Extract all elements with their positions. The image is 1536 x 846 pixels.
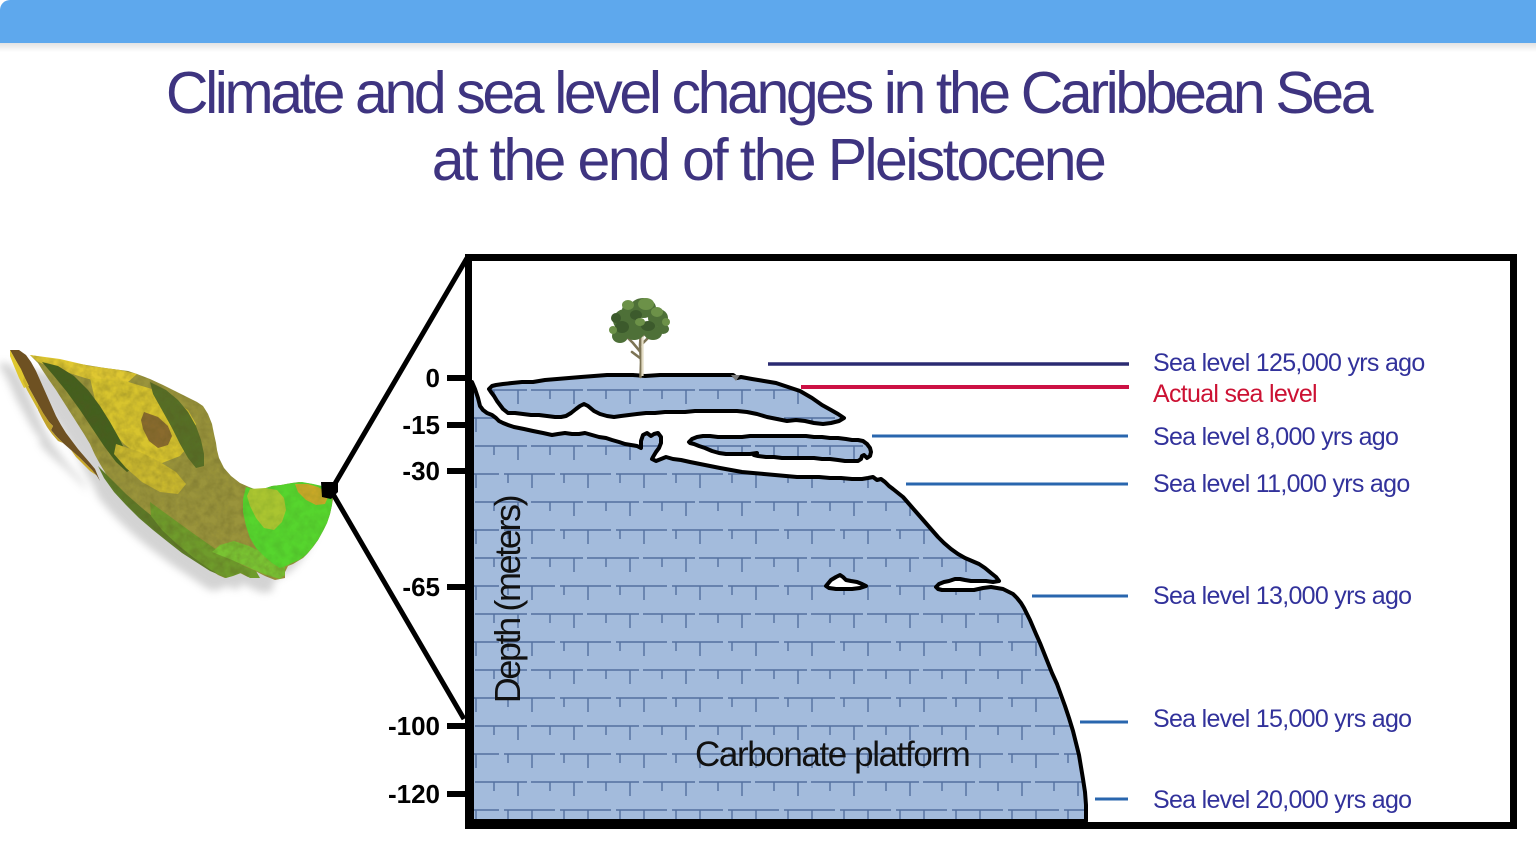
svg-text:-30: -30 (402, 456, 440, 486)
svg-text:-65: -65 (402, 572, 440, 602)
svg-text:-15: -15 (402, 410, 440, 440)
svg-text:-120: -120 (388, 779, 440, 809)
svg-text:Carbonate platform: Carbonate platform (695, 735, 969, 774)
svg-text:Sea level 20,000 yrs ago: Sea level 20,000 yrs ago (1153, 786, 1411, 814)
svg-text:at the end of the Pleistocene: at the end of the Pleistocene (432, 127, 1105, 193)
svg-text:Sea level 11,000 yrs ago: Sea level 11,000 yrs ago (1153, 470, 1410, 498)
svg-text:Sea level 8,000 yrs ago: Sea level 8,000 yrs ago (1153, 423, 1398, 451)
svg-text:Depth (meters): Depth (meters) (487, 496, 528, 703)
svg-text:Sea level 13,000 yrs ago: Sea level 13,000 yrs ago (1153, 582, 1411, 610)
svg-text:Actual sea level: Actual sea level (1153, 380, 1317, 408)
svg-text:-100: -100 (388, 711, 440, 741)
svg-text:Sea level 125,000 yrs ago: Sea level 125,000 yrs ago (1153, 349, 1425, 377)
svg-text:0: 0 (426, 363, 440, 393)
svg-text:Climate and sea level changes: Climate and sea level changes in the Car… (166, 60, 1374, 126)
svg-text:Sea level 15,000 yrs ago: Sea level 15,000 yrs ago (1153, 705, 1411, 733)
